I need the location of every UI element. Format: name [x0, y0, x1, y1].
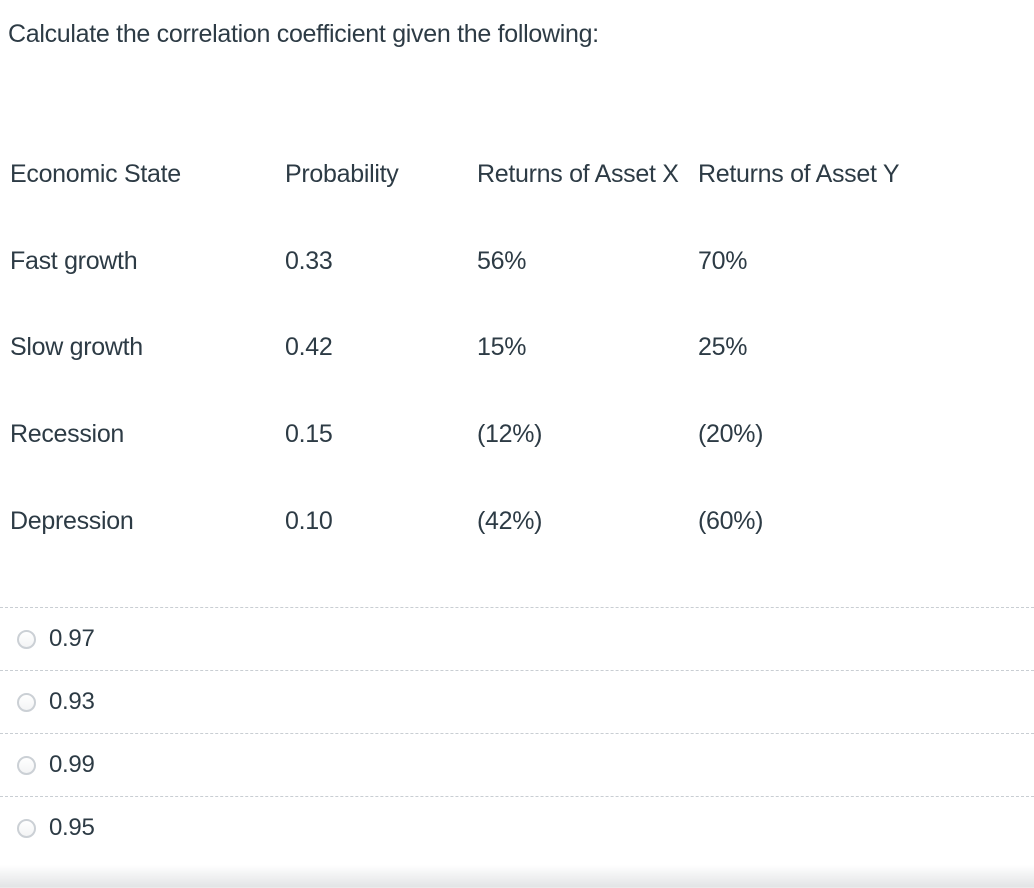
- table-cell: Depression: [10, 506, 134, 535]
- table-cell: (42%): [477, 506, 543, 535]
- table-cell: Recession: [10, 420, 125, 449]
- table-cell: 15%: [477, 333, 527, 362]
- answer-label[interactable]: 0.99: [49, 751, 95, 778]
- radio-button[interactable]: [17, 755, 36, 775]
- table-row: Recession 0.15 (12%) (20%): [0, 419, 1034, 506]
- table-cell: 0.33: [285, 246, 333, 275]
- table-cell: (60%): [698, 506, 764, 535]
- table-header-cell: Returns of Asset Y: [698, 160, 900, 188]
- table-cell: 0.42: [285, 333, 333, 362]
- answer-option-0.95[interactable]: 0.95: [0, 796, 1034, 859]
- table-cell: Fast growth: [10, 246, 138, 275]
- table-header-cell: Returns of Asset X: [477, 160, 679, 188]
- table-cell: 0.10: [285, 506, 333, 535]
- table-cell: 56%: [477, 246, 527, 275]
- table-cell: 0.15: [285, 420, 333, 449]
- radio-button[interactable]: [17, 692, 36, 712]
- table-row: Depression 0.10 (42%) (60%): [0, 506, 1034, 593]
- table-cell: 25%: [698, 333, 748, 362]
- table-cell: 70%: [698, 246, 748, 275]
- table-header-row: Economic State Probability Returns of As…: [0, 159, 1034, 246]
- answer-label[interactable]: 0.95: [49, 814, 95, 841]
- table-cell: (20%): [698, 420, 764, 449]
- radio-button[interactable]: [17, 818, 36, 838]
- table-cell: (12%): [477, 420, 543, 449]
- answer-list: 0.97 0.93 0.99 0.95: [0, 607, 1034, 859]
- answer-option-0.97[interactable]: 0.97: [0, 607, 1034, 670]
- question-text: Calculate the correlation coefficient gi…: [8, 20, 599, 48]
- card-bottom-edge: [0, 865, 1034, 888]
- table-row: Slow growth 0.42 15% 25%: [0, 332, 1034, 419]
- answer-label[interactable]: 0.93: [49, 688, 95, 715]
- data-table: Economic State Probability Returns of As…: [0, 159, 1034, 592]
- answer-label[interactable]: 0.97: [49, 625, 95, 652]
- answer-option-0.93[interactable]: 0.93: [0, 670, 1034, 733]
- table-header-cell: Probability: [285, 160, 399, 188]
- table-row: Fast growth 0.33 56% 70%: [0, 246, 1034, 333]
- radio-button[interactable]: [17, 629, 36, 649]
- answer-option-0.99[interactable]: 0.99: [0, 733, 1034, 796]
- table-header-cell: Economic State: [10, 160, 181, 188]
- table-cell: Slow growth: [10, 333, 143, 362]
